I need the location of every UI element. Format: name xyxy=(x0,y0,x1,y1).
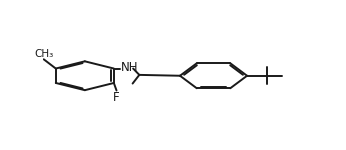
Text: F: F xyxy=(113,91,120,104)
Text: CH₃: CH₃ xyxy=(34,49,53,59)
Text: NH: NH xyxy=(121,61,139,74)
